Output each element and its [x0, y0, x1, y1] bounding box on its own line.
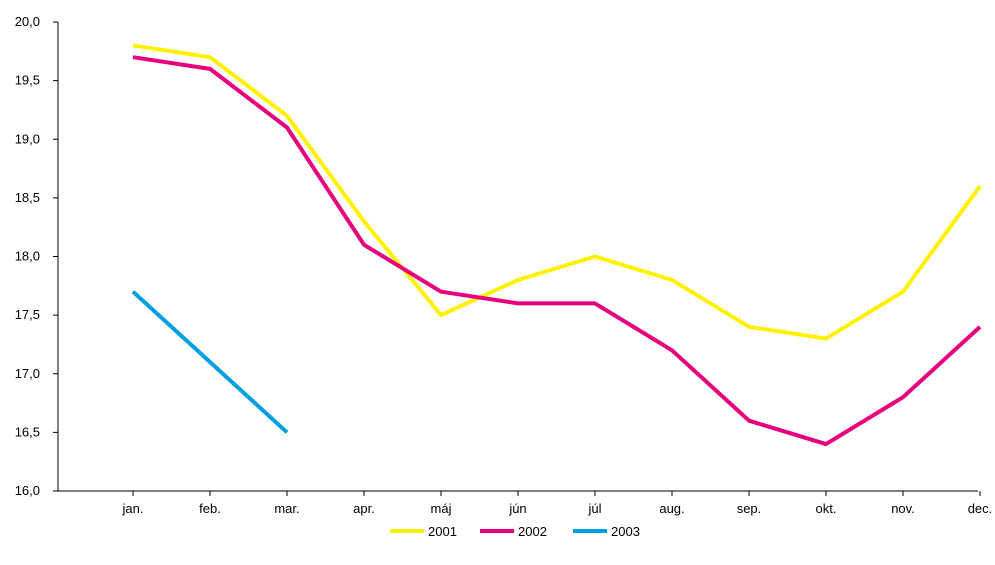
- y-tick-label: 18,5: [15, 190, 40, 205]
- x-tick-label: dec.: [968, 501, 993, 516]
- x-tick-label: jan.: [122, 501, 144, 516]
- legend: 2001 2002 2003: [390, 524, 640, 539]
- x-tick-label: júl: [587, 501, 601, 516]
- y-tick-label: 19,0: [15, 131, 40, 146]
- x-tick-label: nov.: [891, 501, 915, 516]
- x-tick-label: apr.: [353, 501, 375, 516]
- y-tick-label: 17,5: [15, 307, 40, 322]
- y-tick-label: 16,5: [15, 424, 40, 439]
- y-tick-label: 17,0: [15, 366, 40, 381]
- y-tick-label: 19,5: [15, 73, 40, 88]
- x-tick-label: jún: [508, 501, 526, 516]
- x-tick-label: feb.: [199, 501, 221, 516]
- series-line-2001: [132, 43, 982, 341]
- legend-label-2002: 2002: [518, 524, 547, 539]
- x-tick-label: aug.: [659, 501, 684, 516]
- x-tick-label: mar.: [274, 501, 299, 516]
- legend-label-2001: 2001: [428, 524, 457, 539]
- series-line-2002: [132, 55, 982, 447]
- legend-label-2003: 2003: [611, 524, 640, 539]
- x-tick-label: sep.: [737, 501, 762, 516]
- x-tick-label: okt.: [816, 501, 837, 516]
- series-line-2003: [131, 290, 289, 434]
- series-layer: [131, 43, 982, 447]
- x-tick-label: máj: [431, 501, 452, 516]
- y-tick-label: 20,0: [15, 14, 40, 29]
- y-tick-label: 16,0: [15, 483, 40, 498]
- chart-axes: 16,0 16,5 17,0 17,5 18,0 18,5 19,0 19,5 20,0 jan.…: [15, 14, 993, 516]
- y-tick-label: 18,0: [15, 249, 40, 264]
